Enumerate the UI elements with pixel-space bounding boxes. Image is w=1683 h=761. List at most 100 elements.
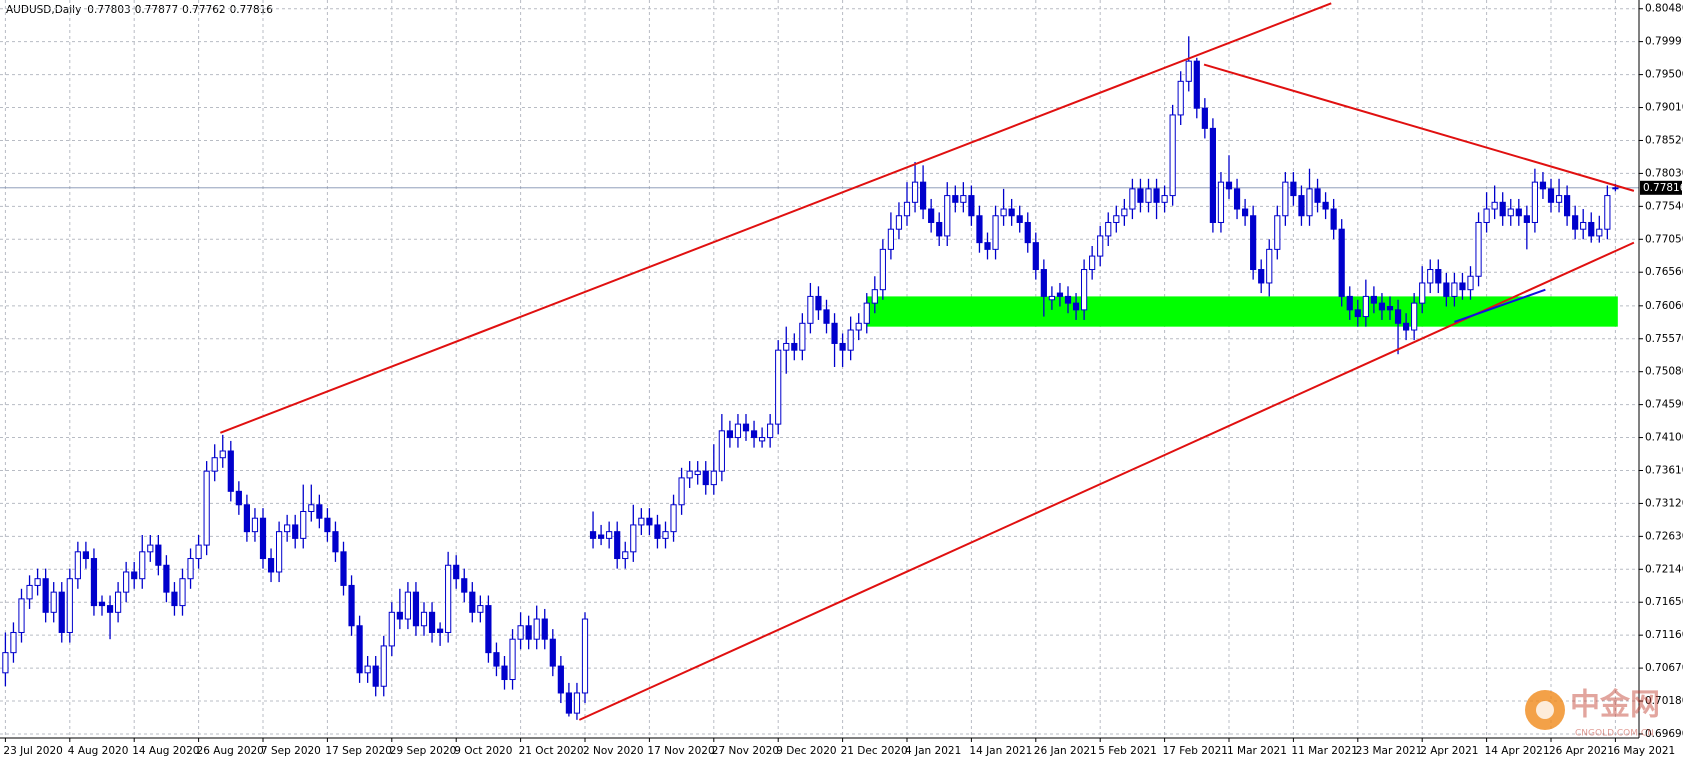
open-value: 0.77803 xyxy=(87,4,130,16)
candle-body xyxy=(662,531,669,539)
y-tick-label: 0.79991 xyxy=(1645,36,1683,48)
candle-body xyxy=(1467,275,1474,291)
x-tick-label: 26 Jan 2021 xyxy=(1034,745,1097,757)
candle-body xyxy=(1217,181,1225,223)
candle-body xyxy=(614,531,621,560)
candle-body xyxy=(267,558,275,573)
x-tick-label: 26 Apr 2021 xyxy=(1549,745,1614,757)
candle-body xyxy=(815,295,822,311)
candle-body xyxy=(654,524,661,539)
candle-body xyxy=(549,638,556,667)
candle-body xyxy=(428,611,436,633)
candle-body xyxy=(960,195,967,203)
candle-body xyxy=(1443,282,1450,297)
candle-body xyxy=(799,322,806,351)
x-tick-label: 5 Feb 2021 xyxy=(1098,745,1157,757)
candle-body xyxy=(437,628,444,633)
candle-body xyxy=(308,504,315,512)
high-value: 0.77877 xyxy=(135,4,178,16)
candle-body xyxy=(420,611,428,627)
candle-body xyxy=(259,517,267,560)
candle-body xyxy=(767,423,774,439)
price-label: 0.77816 xyxy=(1643,182,1683,194)
x-tick-label: 14 Aug 2020 xyxy=(132,745,199,757)
candle-body xyxy=(791,342,798,351)
candle-body xyxy=(589,531,597,539)
x-tick-label: 14 Jan 2021 xyxy=(969,745,1032,757)
candle-body xyxy=(1475,221,1482,277)
candle-body xyxy=(404,591,411,620)
candle-body xyxy=(984,242,991,250)
candle-body xyxy=(324,517,331,533)
candle-body xyxy=(630,524,637,553)
candle-body xyxy=(831,322,838,344)
candle-body xyxy=(82,551,90,560)
candle-body xyxy=(364,665,371,674)
candle-body xyxy=(976,215,983,244)
candle-body xyxy=(1491,201,1498,210)
candle-body xyxy=(533,618,540,640)
candle-body xyxy=(1048,295,1056,301)
trendline xyxy=(1454,288,1546,323)
candle-body xyxy=(477,605,484,613)
candle-body xyxy=(1515,208,1522,217)
candle-body xyxy=(380,645,387,687)
candle-body xyxy=(968,195,975,217)
candle-body xyxy=(235,490,242,506)
x-tick-label: 17 Sep 2020 xyxy=(325,745,392,757)
candle-body xyxy=(1564,195,1571,217)
candle-body xyxy=(1282,181,1289,217)
candle-body xyxy=(1064,295,1072,304)
candle-body xyxy=(356,625,363,674)
candle-body xyxy=(1483,208,1490,223)
candle-body xyxy=(251,517,259,533)
candle-body xyxy=(1523,215,1530,223)
x-tick-label: 6 May 2021 xyxy=(1613,745,1675,757)
candle-body xyxy=(155,544,162,566)
candle-body xyxy=(646,517,653,526)
candle-body xyxy=(928,208,935,223)
candle-body xyxy=(1507,208,1514,217)
chart-header: AUDUSD,Daily 0.77803 0.77877 0.77762 0.77816 xyxy=(6,4,273,16)
candle-body xyxy=(1129,188,1136,210)
candle-body xyxy=(211,457,218,472)
candle-body xyxy=(1612,187,1619,190)
candle-body xyxy=(2,652,9,674)
candle-body xyxy=(581,618,589,694)
candle-body xyxy=(1097,235,1104,257)
candle-body xyxy=(807,295,814,324)
candle-body xyxy=(203,470,210,546)
candle-body xyxy=(1394,309,1402,324)
candle-body xyxy=(1298,195,1305,217)
price-label-box xyxy=(1640,180,1682,195)
candle-body xyxy=(573,692,581,714)
candle-body xyxy=(42,578,49,613)
candle-body xyxy=(887,228,894,250)
chart-title: AUDUSD,Daily xyxy=(6,4,81,16)
candle-body xyxy=(1596,228,1603,237)
candle-body xyxy=(10,631,17,654)
x-tick-label: 4 Jan 2021 xyxy=(905,745,961,757)
candle-body xyxy=(1378,302,1386,311)
watermark-site: CNGOLD.COM.CN xyxy=(1575,729,1654,739)
candle-body xyxy=(453,564,460,580)
candle-body xyxy=(469,591,476,613)
x-tick-label: 21 Oct 2020 xyxy=(519,745,584,757)
candle-body xyxy=(1411,302,1418,331)
candle-body xyxy=(895,215,903,230)
candle-body xyxy=(920,181,927,210)
candle-body xyxy=(1338,228,1345,297)
candle-body xyxy=(702,470,709,486)
candle-body xyxy=(50,591,57,613)
candle-body xyxy=(1225,181,1233,190)
candle-body xyxy=(98,601,106,607)
candle-body xyxy=(276,531,283,573)
